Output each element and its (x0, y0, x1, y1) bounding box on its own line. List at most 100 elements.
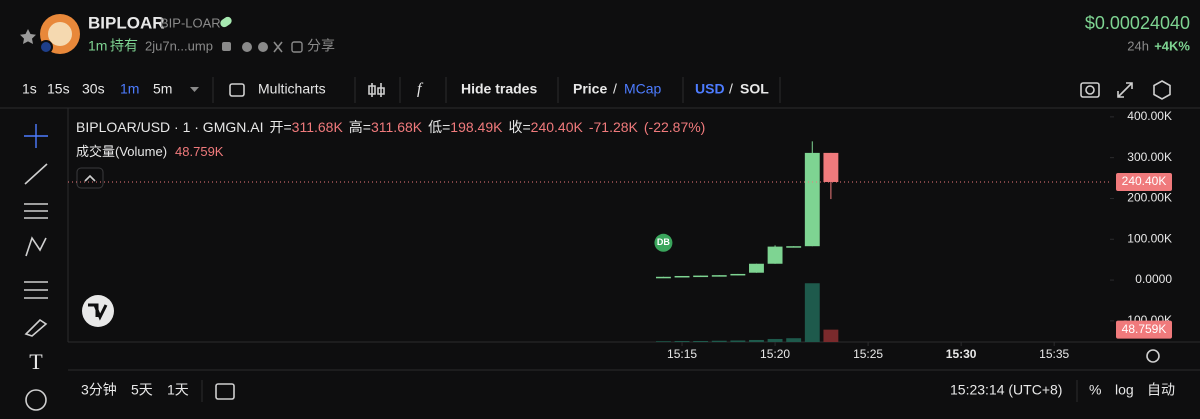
multicharts-icon[interactable] (229, 83, 245, 97)
axis-settings[interactable] (1146, 349, 1160, 363)
x-tick-label: 15:20 (760, 347, 790, 361)
range[interactable]: 3分钟 (81, 382, 117, 398)
candle-body (711, 275, 727, 277)
text-tool[interactable]: T (29, 349, 43, 374)
candle-body (804, 152, 820, 247)
collapse-button[interactable] (76, 167, 104, 189)
sol-toggle[interactable]: SOL (740, 81, 769, 97)
crosshair-tool[interactable] (24, 124, 48, 148)
interval[interactable]: 15s (47, 81, 70, 97)
fib-tool[interactable] (24, 203, 48, 219)
y-tick-label: 200.00K (1127, 191, 1172, 205)
change-pct: (-22.87%) (644, 119, 705, 135)
candle-body (730, 273, 746, 276)
separator: / (729, 81, 733, 97)
tradingview-mark (88, 303, 108, 321)
multicharts[interactable]: Multicharts (258, 81, 326, 97)
ohlc-label: 收= (508, 119, 530, 135)
goto-date-icon[interactable] (215, 383, 235, 400)
interval[interactable]: 1s (22, 81, 37, 97)
auto-toggle[interactable]: 自动 (1147, 382, 1175, 398)
share[interactable]: 分享 (307, 38, 335, 54)
volume-value: 48.759K (175, 144, 224, 159)
copy-icon[interactable] (222, 42, 231, 51)
pill-icon (220, 16, 232, 28)
token-age: 1m (88, 38, 107, 54)
last-price-box (1116, 172, 1172, 191)
pattern-tool[interactable] (25, 236, 47, 257)
volume-bar (749, 339, 764, 342)
log-toggle[interactable]: log (1115, 382, 1134, 398)
ohlc-value: 240.40K (531, 119, 584, 135)
indicators-icon[interactable]: f (417, 81, 424, 98)
separator: / (613, 81, 617, 97)
ohlc-label: 低= (428, 119, 450, 135)
usd-toggle[interactable]: USD (695, 81, 725, 97)
screenshot-icon[interactable] (1080, 82, 1100, 98)
interval[interactable]: 5m (153, 81, 172, 97)
price: $0.00024040 (1085, 13, 1190, 33)
holding: 持有 (110, 38, 138, 54)
mcap-toggle[interactable]: MCap (624, 81, 662, 97)
token-name: BIPLOAR (88, 13, 165, 32)
legend: BIPLOAR/USD · 1 · GMGN.AI 开=311.68K 高=311.… (76, 119, 705, 135)
last-volume-box (1116, 320, 1172, 339)
token-ticker: BIP-LOAR (160, 15, 221, 30)
last-price-label: 240.40K (1122, 174, 1167, 188)
hide-trades[interactable]: Hide trades (461, 81, 537, 97)
candle-body (786, 246, 802, 248)
y-tick-label: 400.00K (1127, 109, 1172, 123)
volume-bar (786, 338, 802, 342)
candle-body (749, 263, 764, 273)
symbol: BIPLOAR/USD · 1 · GMGN.AI (76, 119, 263, 135)
ohlc-label: 开= (269, 119, 291, 135)
web-icon[interactable] (258, 42, 268, 52)
collapse-icon (84, 174, 96, 182)
volume-bar (655, 341, 671, 342)
y-tick-label: 300.00K (1127, 150, 1172, 164)
chart-type-icon[interactable] (368, 83, 385, 97)
volume-label: 成交量(Volume) (76, 144, 167, 159)
price-toggle[interactable]: Price (573, 81, 607, 97)
candle-body (767, 246, 783, 264)
avatar-detail (48, 22, 72, 46)
candle-body (674, 275, 690, 278)
brush-tool[interactable] (24, 318, 48, 337)
clock: 15:23:14 (UTC+8) (950, 382, 1062, 398)
trade-marker-label: DB (657, 237, 670, 247)
line-tool[interactable] (24, 163, 48, 185)
x-tick-label: 15:15 (667, 347, 697, 361)
interval-active[interactable]: 1m (120, 81, 139, 97)
emoji-tool[interactable] (25, 389, 47, 411)
forecast-tool[interactable] (24, 281, 48, 299)
chain-badge (39, 40, 53, 54)
volume-bar (674, 340, 690, 342)
ohlc-value: 311.68K (371, 119, 423, 135)
candle-body (823, 152, 839, 182)
change-period: 24h (1127, 38, 1149, 53)
interval-dropdown[interactable] (190, 87, 199, 92)
interval[interactable]: 30s (82, 81, 105, 97)
volume-bar (823, 329, 839, 342)
fullscreen-icon[interactable] (1117, 82, 1133, 98)
x-icon[interactable] (273, 41, 283, 53)
percent-toggle[interactable]: % (1089, 382, 1101, 398)
settings-icon[interactable] (1153, 80, 1171, 100)
volume-bar (804, 283, 820, 342)
favorite-star[interactable] (20, 29, 36, 44)
volume-legend: 成交量(Volume) 48.759K (76, 144, 224, 159)
candle-body (693, 275, 709, 278)
volume-bar (730, 340, 746, 342)
external-icon[interactable] (291, 41, 303, 53)
screenshot-lens (1085, 85, 1095, 95)
search-icon[interactable] (242, 42, 252, 52)
x-tick-label: 15:30 (946, 347, 977, 361)
range[interactable]: 1天 (167, 382, 189, 398)
change: -71.28K (589, 119, 639, 135)
y-tick-label: 100.00K (1127, 231, 1172, 245)
range[interactable]: 5天 (131, 382, 153, 398)
address[interactable]: 2ju7n...ump (145, 38, 213, 53)
x-tick-label: 15:35 (1039, 347, 1069, 361)
